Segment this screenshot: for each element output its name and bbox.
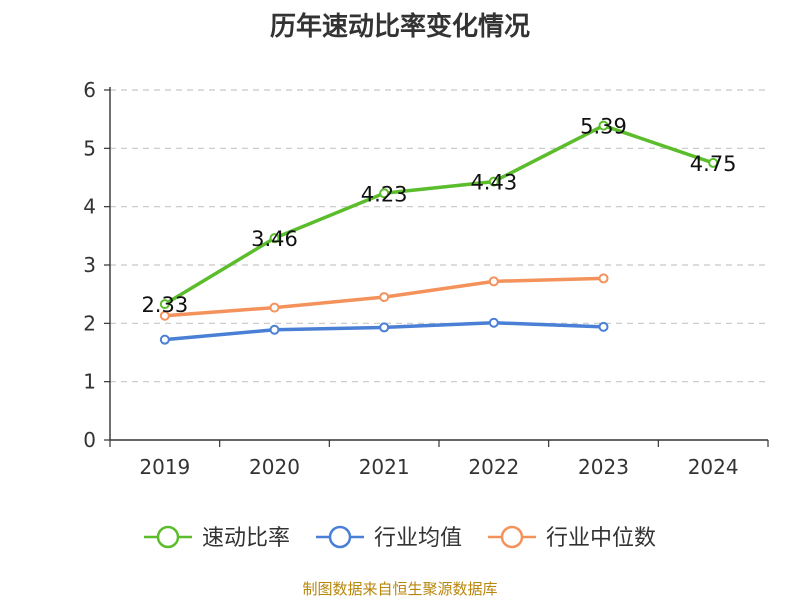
data-label: 2.33 [141, 293, 188, 317]
chart-title: 历年速动比率变化情况 [269, 12, 530, 42]
data-point [159, 310, 170, 321]
legend-marker [156, 525, 180, 549]
data-label: 4.75 [690, 152, 737, 176]
x-tick-label: 2024 [688, 455, 739, 479]
x-tick-label: 2019 [139, 455, 190, 479]
data-point [269, 233, 280, 244]
x-tick-label: 2023 [578, 455, 629, 479]
legend-marker [500, 525, 524, 549]
data-point [159, 334, 170, 345]
data-point [488, 176, 499, 187]
y-tick-label: 2 [83, 311, 96, 335]
data-point [269, 324, 280, 335]
data-point [379, 188, 390, 199]
data-point [159, 299, 170, 310]
series-line [163, 123, 715, 306]
data-point [379, 322, 390, 333]
data-label: 3.46 [251, 227, 298, 251]
y-tick-label: 4 [83, 195, 96, 219]
data-label: 5.39 [580, 115, 627, 139]
data-point [598, 321, 609, 332]
x-tick-label: 2020 [249, 455, 300, 479]
data-point [488, 276, 499, 287]
data-point [379, 292, 390, 303]
legend-label: 速动比率 [202, 526, 290, 551]
data-point [269, 302, 280, 313]
y-tick-label: 6 [83, 78, 96, 102]
y-tick-label: 0 [83, 428, 96, 452]
y-tick-label: 3 [83, 253, 96, 277]
legend-label: 行业中位数 [546, 526, 656, 551]
legend-marker [328, 525, 352, 549]
data-point [488, 317, 499, 328]
data-point [598, 120, 609, 131]
y-tick-label: 1 [83, 370, 96, 394]
y-tick-label: 5 [83, 136, 96, 160]
data-point [708, 157, 719, 168]
data-point [598, 273, 609, 284]
x-tick-label: 2021 [359, 455, 410, 479]
data-source-note: 制图数据来自恒生聚源数据库 [302, 580, 498, 598]
x-tick-label: 2022 [468, 455, 519, 479]
data-label: 4.23 [361, 182, 408, 206]
legend-label: 行业均值 [374, 526, 462, 551]
data-label: 4.43 [470, 171, 517, 195]
